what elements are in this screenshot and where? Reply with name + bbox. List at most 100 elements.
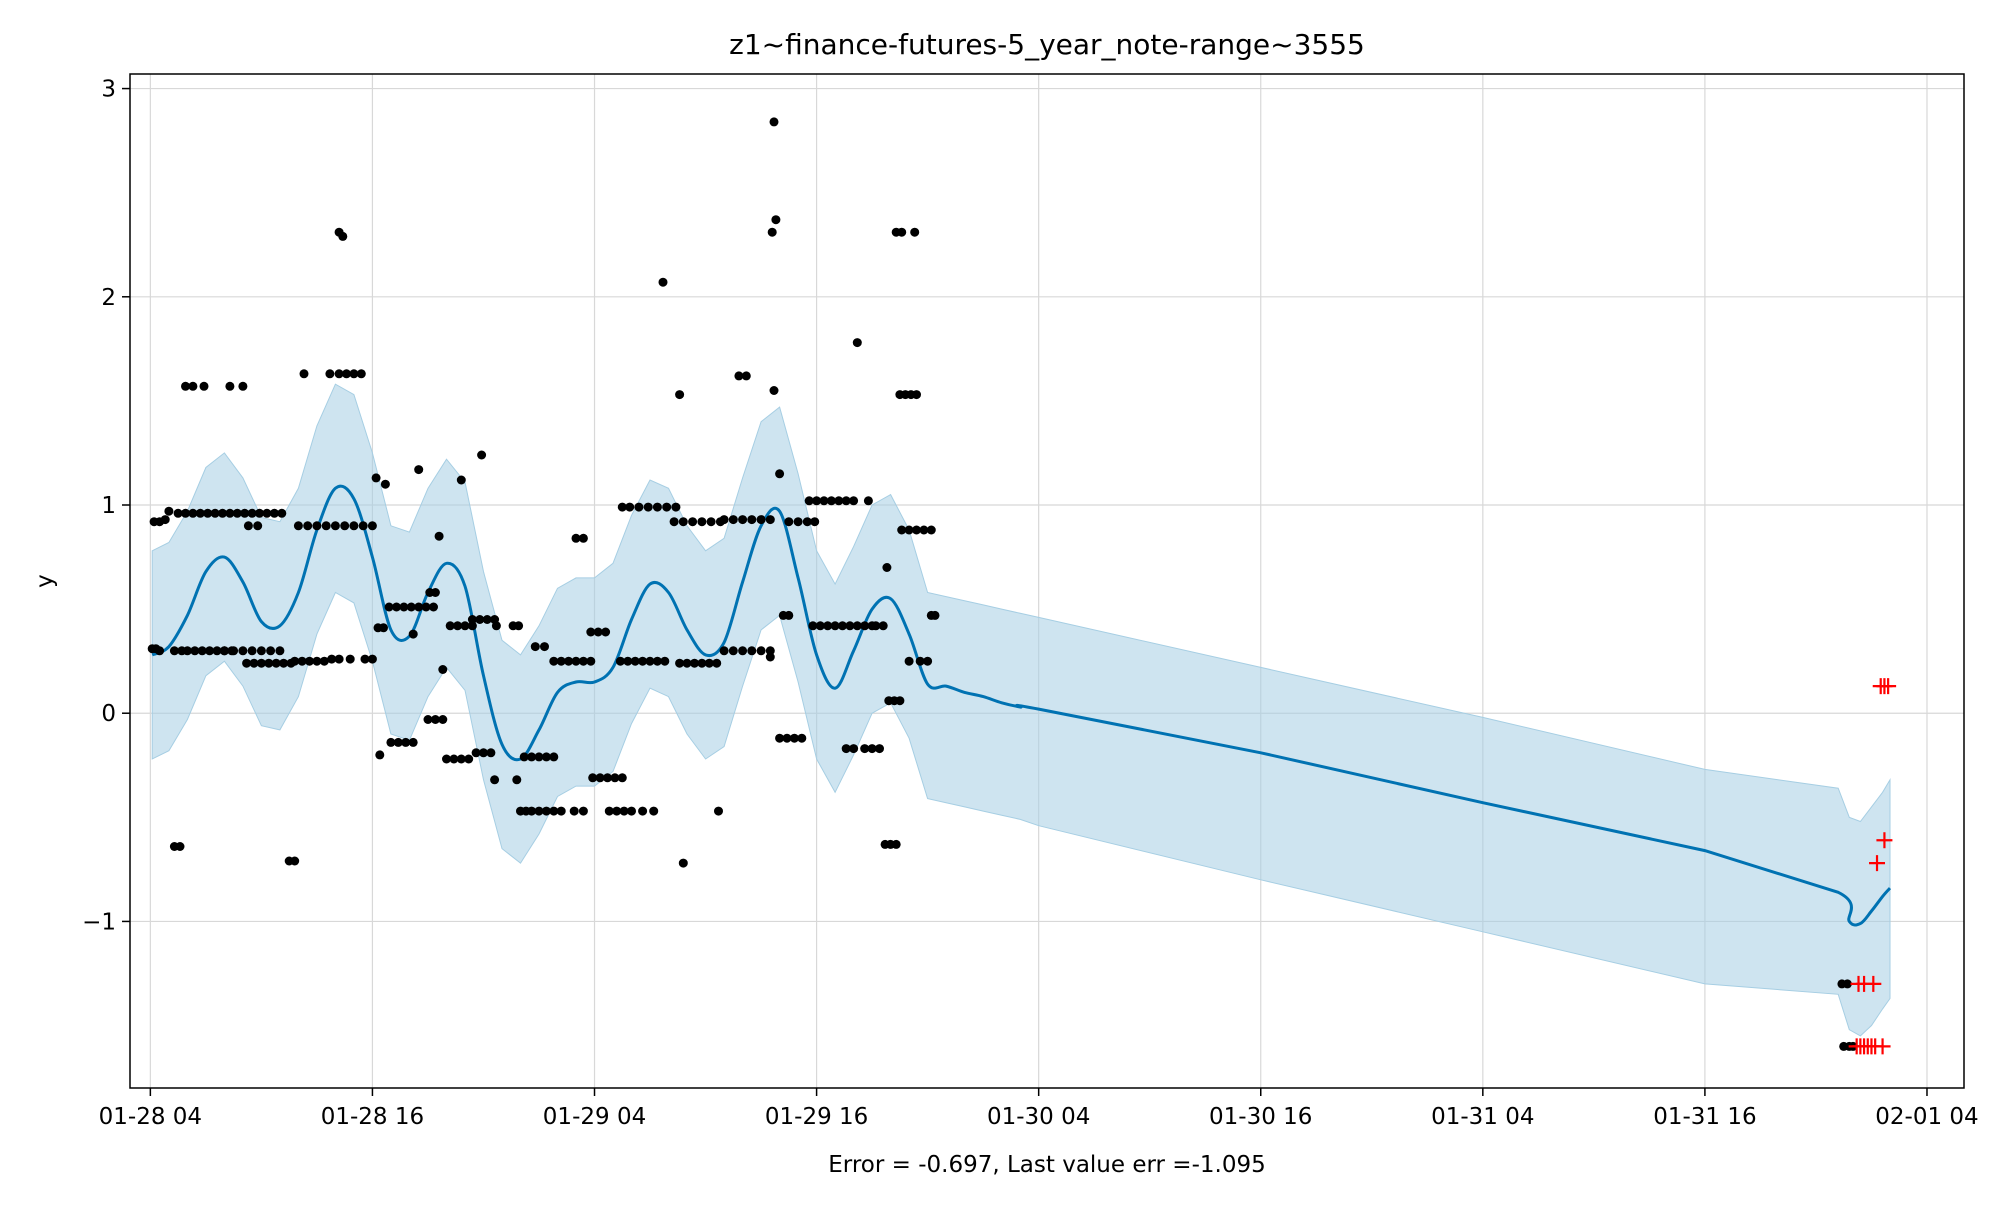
observed-point	[225, 508, 235, 518]
observed-point	[897, 525, 907, 535]
observed-point	[229, 646, 239, 656]
observed-point	[386, 737, 396, 747]
observed-point	[519, 752, 529, 762]
observed-point	[638, 806, 648, 816]
observed-point	[767, 227, 777, 237]
observed-point	[453, 621, 463, 631]
observed-point	[266, 646, 276, 656]
observed-point	[232, 508, 242, 518]
observed-point	[271, 658, 281, 668]
observed-point	[923, 656, 933, 666]
observed-point	[414, 465, 424, 475]
observed-point	[775, 733, 785, 743]
y-axis-ticks: −1 0 1 2 3	[82, 77, 130, 935]
observed-point	[467, 621, 477, 631]
y-tick-label: 0	[101, 701, 116, 727]
observed-point	[401, 737, 411, 747]
observed-point	[904, 656, 914, 666]
observed-point	[586, 656, 596, 666]
observed-point	[203, 508, 213, 518]
observed-point	[912, 525, 921, 535]
observed-point	[756, 515, 766, 525]
observed-point	[293, 521, 303, 531]
observed-point	[238, 646, 248, 656]
observed-point	[255, 508, 264, 518]
observed-point	[784, 517, 794, 527]
observed-point	[741, 371, 751, 381]
observed-point	[299, 369, 309, 379]
observed-point	[815, 621, 825, 631]
observed-point	[823, 621, 833, 631]
observed-point	[838, 621, 847, 631]
observed-point	[765, 652, 775, 662]
observed-point	[617, 773, 627, 783]
observed-point	[188, 508, 198, 518]
observed-point	[775, 469, 785, 479]
observed-point	[765, 515, 775, 525]
observed-point	[303, 521, 313, 531]
observed-point	[195, 508, 205, 518]
observed-point	[392, 602, 401, 612]
observed-point	[338, 231, 348, 241]
observed-point	[312, 656, 322, 666]
observed-point	[379, 623, 388, 633]
chart-title: z1~finance-futures-5_year_note-range~355…	[729, 28, 1365, 61]
observed-point	[849, 744, 859, 754]
observed-point	[697, 517, 707, 527]
observed-point	[810, 517, 820, 527]
observed-point	[340, 521, 350, 531]
observed-point	[199, 381, 209, 391]
observed-point	[738, 646, 748, 656]
observed-point	[277, 508, 287, 518]
observed-point	[334, 369, 344, 379]
observed-point	[297, 656, 307, 666]
observed-point	[765, 646, 775, 656]
observed-point	[256, 658, 266, 668]
x-tick-label: 02-01 04	[1875, 1104, 1978, 1130]
observed-point	[634, 502, 644, 512]
observed-point	[190, 646, 200, 656]
observed-point	[1842, 979, 1852, 989]
observed-point	[264, 658, 274, 668]
observed-point	[527, 806, 537, 816]
y-axis-label: y	[32, 574, 58, 588]
observed-point	[247, 508, 257, 518]
observed-point	[882, 563, 892, 572]
observed-point	[219, 646, 229, 656]
observed-point	[530, 642, 540, 652]
observed-point	[460, 621, 470, 631]
observed-point	[449, 754, 459, 764]
observed-point	[164, 506, 174, 516]
observed-point	[630, 656, 640, 666]
observed-point	[345, 654, 355, 664]
observed-point	[312, 521, 322, 531]
observed-point	[160, 515, 170, 525]
observed-point	[747, 515, 757, 525]
observed-point	[603, 773, 612, 783]
observed-point	[438, 665, 448, 674]
observed-point	[482, 615, 492, 624]
observed-point	[380, 479, 390, 489]
observed-point	[586, 627, 596, 637]
observed-point	[375, 750, 385, 760]
observed-point	[804, 496, 814, 506]
observed-point	[675, 390, 685, 400]
observed-point	[660, 656, 670, 666]
observed-point	[367, 654, 377, 664]
observed-point	[490, 775, 500, 785]
x-tick-label: 01-28 16	[321, 1104, 424, 1130]
observed-point	[534, 752, 544, 762]
observed-point	[486, 748, 496, 758]
observed-point	[456, 475, 466, 485]
observed-point	[891, 839, 901, 849]
observed-point	[279, 658, 289, 668]
observed-point	[688, 517, 698, 527]
observed-point	[169, 646, 179, 656]
observed-point	[430, 588, 440, 597]
observed-point	[242, 658, 252, 668]
observed-point	[434, 531, 444, 541]
observed-point	[399, 602, 409, 612]
observed-point	[617, 502, 627, 512]
